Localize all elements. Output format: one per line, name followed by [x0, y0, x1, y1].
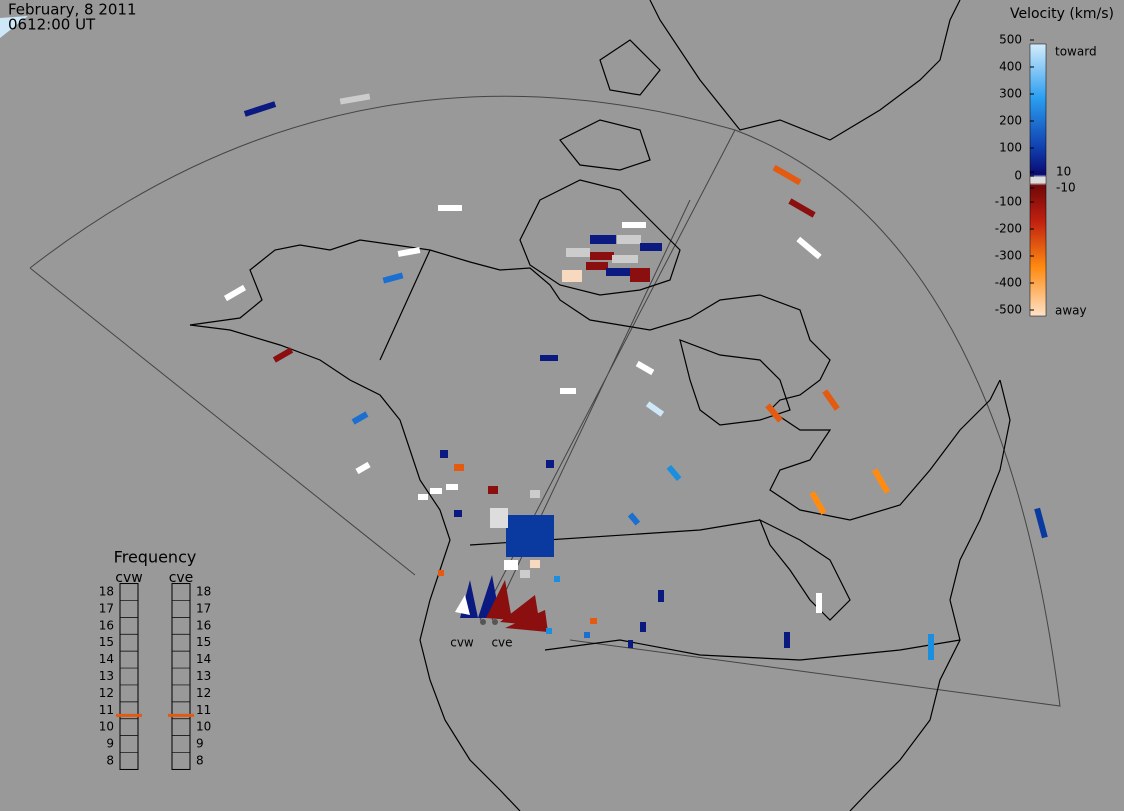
frequency-tick-label: 12: [99, 686, 114, 700]
colorbar-tick-label: 0: [1014, 169, 1022, 183]
frequency-tick-label: 15: [196, 635, 211, 649]
colorbar-tick-label: 100: [999, 141, 1022, 155]
station-label: cvw: [450, 636, 474, 650]
colorbar-tick-label: -500: [995, 303, 1022, 317]
frequency-tick-label: 9: [106, 737, 114, 751]
time: 0612:00 UT: [8, 16, 96, 34]
colorbar-tick-label: 10: [1056, 165, 1071, 179]
frequency-title: Frequency: [114, 548, 197, 567]
radar-site: [492, 619, 498, 625]
colorbar-top-label: toward: [1055, 45, 1097, 59]
frequency-tick-label: 9: [196, 737, 204, 751]
colorbar-tick-label: -300: [995, 249, 1022, 263]
frequency-tick-label: 12: [196, 686, 211, 700]
frequency-tick-label: 10: [99, 720, 114, 734]
station-label: cve: [491, 636, 512, 650]
frequency-tick-label: 18: [196, 585, 211, 599]
colorbar-tick-label: -100: [995, 195, 1022, 209]
frequency-tick-label: 18: [99, 585, 114, 599]
frequency-tick-label: 13: [99, 669, 114, 683]
colorbar-title: Velocity (km/s): [1010, 6, 1114, 22]
field-of-view: [29, 95, 1061, 707]
frequency-tick-label: 8: [196, 754, 204, 768]
colorbar: [1029, 43, 1047, 317]
colorbar-tick-label: 300: [999, 87, 1022, 101]
colorbar-tick-label: -200: [995, 222, 1022, 236]
colorbar-bottom-label: away: [1055, 304, 1087, 318]
frequency-tick-label: 10: [196, 720, 211, 734]
radar-site: [480, 619, 486, 625]
radar-name: cvw: [115, 570, 142, 586]
colorbar-tick-label: 200: [999, 114, 1022, 128]
corner-mark: [0, 16, 28, 38]
frequency-tick-label: 11: [196, 703, 211, 717]
frequency-tick-label: 13: [196, 669, 211, 683]
frequency-tick-label: 14: [196, 652, 211, 666]
frequency-tick-label: 17: [99, 601, 114, 615]
frequency-tick-label: 8: [106, 754, 114, 768]
frequency-tick-label: 11: [99, 703, 114, 717]
frequency-tick-label: 14: [99, 652, 114, 666]
velocity-cells: [223, 93, 1048, 660]
colorbar-tick-label: -400: [995, 276, 1022, 290]
colorbar-tick-label: 500: [999, 33, 1022, 47]
frequency-tick-label: 16: [99, 618, 114, 632]
frequency-tick-label: 17: [196, 601, 211, 615]
radar-name: cve: [169, 570, 194, 586]
colorbar-tick-label: 400: [999, 60, 1022, 74]
frequency-tick-label: 15: [99, 635, 114, 649]
colorbar-tick-label: -10: [1056, 181, 1076, 195]
frequency-tick-label: 16: [196, 618, 211, 632]
date: February, 8 2011: [8, 1, 137, 19]
